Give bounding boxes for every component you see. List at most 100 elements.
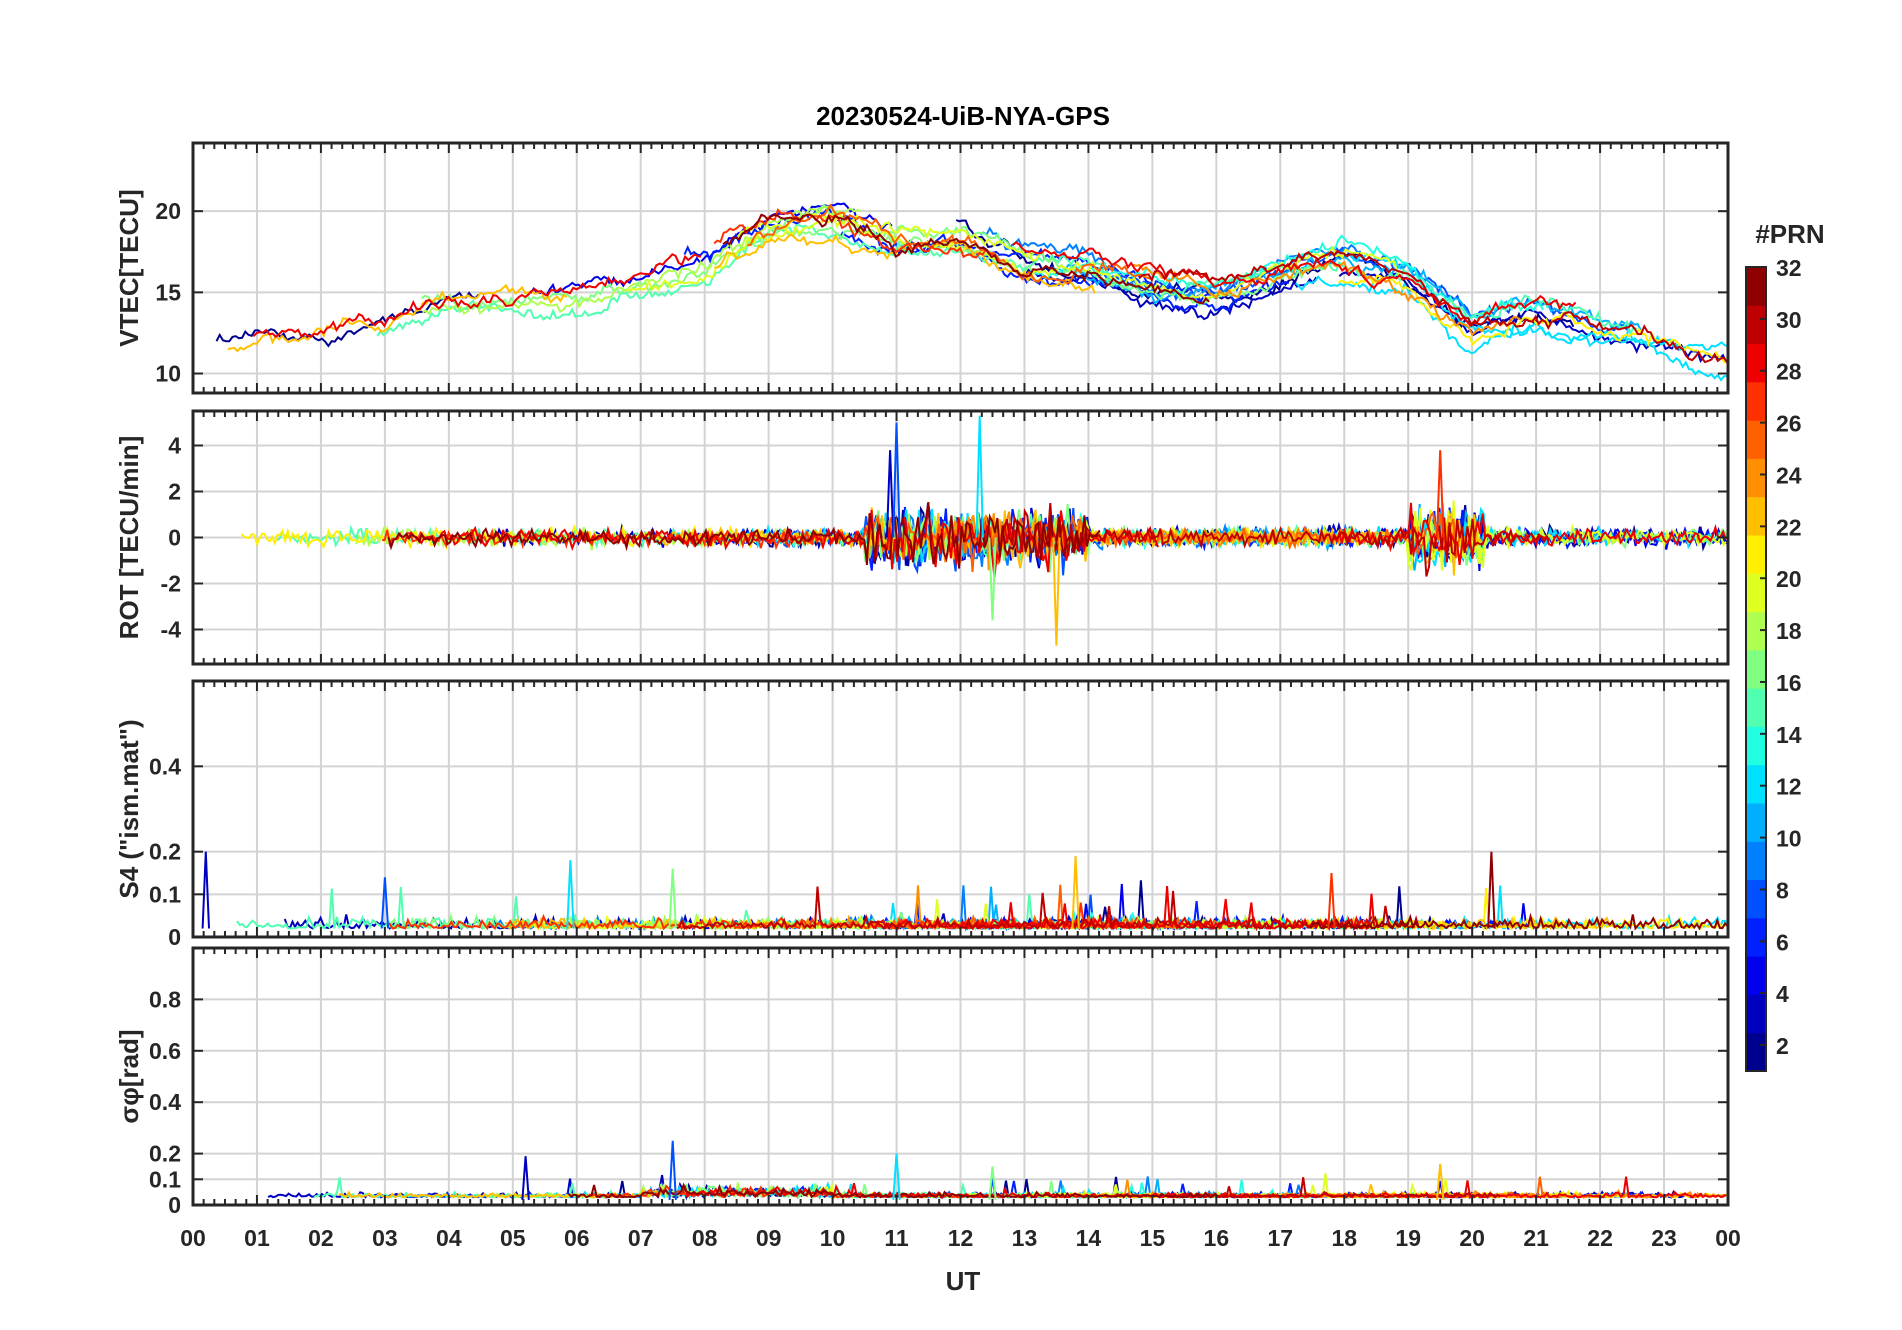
prn-series-line [1309, 912, 1728, 931]
peak-mark [1436, 450, 1445, 538]
prn-series-line [1034, 234, 1544, 321]
x-tick-label: 07 [628, 1225, 654, 1251]
y-tick-label: 4 [168, 433, 181, 459]
prn-series-line [252, 253, 702, 339]
colorbar-segment [1746, 1032, 1766, 1072]
prn-series-line [1051, 255, 1642, 332]
colorbar-segment [1746, 496, 1766, 536]
series-group [240, 415, 1728, 646]
colorbar-tick-label: 26 [1776, 411, 1802, 437]
prn-series-line [1294, 275, 1728, 382]
y-tick-label: 0.4 [149, 1089, 181, 1115]
x-axis: 00 01 02 03 04 05 06 07 08 09 10 11 12 13 14 15 16 17 18 19… [180, 1225, 1741, 1251]
y-tick-label: -2 [161, 571, 181, 597]
colorbar-frame [1745, 266, 1767, 1072]
peak-mark [668, 868, 677, 929]
x-tick-label: 20 [1459, 1225, 1485, 1251]
peak-mark [892, 1153, 901, 1200]
colorbar-tick-label: 32 [1776, 255, 1802, 281]
series-group [267, 1140, 1728, 1201]
colorbar-tick-label: 14 [1776, 722, 1802, 748]
prn-series-line [381, 518, 872, 551]
prn-series-line [1337, 274, 1727, 364]
panel-frame [191, 141, 1730, 395]
peak-mark [1487, 851, 1496, 929]
peak-mark [988, 537, 997, 621]
y-tick-label: 0.2 [149, 1141, 181, 1167]
peak-mark [668, 1140, 677, 1200]
prn-series-line [227, 283, 568, 353]
x-tick-label: 09 [756, 1225, 782, 1251]
panel-vtec: 10 15 20 VTEC[TECU] [114, 141, 1730, 395]
colorbar-tick-label: 18 [1776, 618, 1802, 644]
x-tick-label: 02 [308, 1225, 334, 1251]
y-tick-label: 0 [168, 1192, 181, 1218]
prn-series-line [885, 884, 1232, 931]
colorbar-segment [1746, 343, 1766, 383]
panel-s4: 0 0.1 0.2 0.4S4 ("ism.mat") [114, 679, 1730, 950]
colorbar-segment [1746, 803, 1766, 842]
x-tick-label: 21 [1523, 1225, 1549, 1251]
peak-mark [201, 851, 210, 929]
peak-mark [521, 1156, 530, 1200]
colorbar-segment [1746, 458, 1766, 498]
prn-series-line [1180, 1177, 1501, 1199]
x-tick-label: 11 [884, 1225, 909, 1251]
colorbar-tick-label: 24 [1776, 462, 1802, 488]
x-tick-label: 06 [564, 1225, 590, 1251]
x-tick-label: 00 [1715, 1225, 1741, 1251]
colorbar-tick-label: 6 [1776, 929, 1789, 955]
colorbar-tick-label: 8 [1776, 877, 1789, 903]
peak-mark [1052, 537, 1061, 646]
colorbar-segment [1746, 879, 1766, 919]
x-tick-label: 12 [948, 1225, 974, 1251]
colorbar-tick-label: 4 [1776, 981, 1789, 1007]
y-tick-label: 0.1 [149, 1166, 181, 1192]
colorbar-tick-label: 10 [1776, 826, 1802, 852]
x-tick-label: 04 [436, 1225, 462, 1251]
x-tick-label: 08 [692, 1225, 718, 1251]
prn-series-line [1129, 259, 1521, 337]
x-tick-label: 13 [1012, 1225, 1038, 1251]
x-tick-label: 03 [372, 1225, 398, 1251]
y-tick-label: 20 [155, 198, 181, 224]
x-tick-label: 00 [180, 1225, 206, 1251]
colorbar-segment [1746, 726, 1766, 766]
prn-series-line [683, 205, 1290, 313]
panel-frame [191, 946, 1730, 1207]
y-tick-label: 2 [168, 479, 181, 505]
prn-series-line [676, 886, 1420, 932]
x-tick-label: 10 [820, 1225, 846, 1251]
colorbar-segment [1746, 305, 1766, 345]
colorbar-segment [1746, 649, 1766, 689]
colorbar-segment [1746, 994, 1766, 1034]
x-tick-label: 23 [1651, 1225, 1677, 1251]
y-tick-label: 0 [168, 525, 181, 551]
series-group [201, 851, 1728, 933]
peak-mark [885, 450, 895, 538]
colorbar-tick-label: 20 [1776, 566, 1802, 592]
x-tick-label: 05 [500, 1225, 526, 1251]
y-tick-label: 0.2 [149, 839, 181, 865]
y-tick-label: 0.8 [149, 986, 181, 1012]
prn-series-line [747, 203, 1151, 286]
prn-series-line [713, 207, 1000, 262]
y-tick-label: -4 [161, 617, 182, 643]
colorbar-segment [1746, 841, 1766, 881]
peak-mark [566, 860, 575, 929]
y-axis-label: VTEC[TECU] [114, 189, 144, 346]
prn-series-line [1012, 241, 1577, 327]
x-tick-label: 15 [1140, 1225, 1166, 1251]
prn-series-line [387, 502, 1101, 569]
colorbar-segment [1746, 611, 1766, 651]
panel-frame [191, 409, 1730, 666]
x-tick-label: 19 [1395, 1225, 1421, 1251]
colorbar-tick-label: 22 [1776, 514, 1802, 540]
panel-frame [191, 679, 1730, 939]
peak-mark [380, 877, 390, 929]
panel-sigma_phi: 00.10.2 0.4 0.6 0.8σφ[rad] [114, 946, 1730, 1218]
x-axis-label: UT [946, 1266, 981, 1296]
series-group [215, 202, 1728, 382]
